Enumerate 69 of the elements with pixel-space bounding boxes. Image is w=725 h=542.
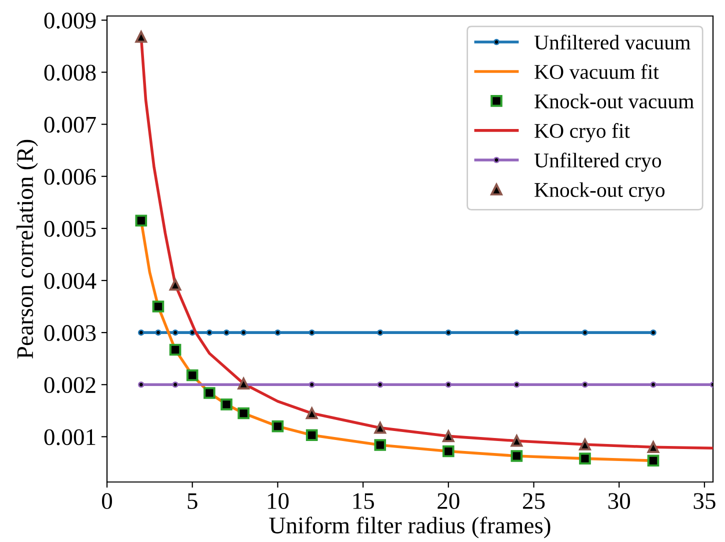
point <box>442 445 454 458</box>
point <box>220 398 232 410</box>
point <box>206 329 213 336</box>
point <box>272 420 284 432</box>
x-tick-label: 30 <box>608 493 630 510</box>
y-tick-label: 0.006 <box>44 168 96 185</box>
point <box>374 422 386 434</box>
point <box>514 329 520 336</box>
point <box>152 300 164 312</box>
point <box>204 387 216 399</box>
point <box>169 344 182 356</box>
x-tick-label: 25 <box>522 493 545 510</box>
x-tick-label: 0 <box>102 493 112 510</box>
x-tick-label: 35 <box>694 493 716 510</box>
y-tick-label: 0.005 <box>44 220 96 237</box>
legend-label: KO cryo fit <box>534 123 630 142</box>
point <box>445 329 452 336</box>
y-tick-label: 0.008 <box>44 64 96 81</box>
point <box>647 441 660 454</box>
y-tick-label: 0.004 <box>44 272 96 290</box>
point <box>582 382 588 388</box>
y-axis-title: Pearson correlation (R) <box>16 140 38 358</box>
legend-label: Unfiltered cryo <box>534 152 662 172</box>
point <box>442 430 454 442</box>
point <box>138 329 144 336</box>
legend-label: Unfiltered vacuum <box>534 34 690 50</box>
point <box>579 452 591 464</box>
point <box>650 329 656 336</box>
y-tick-label: 0.009 <box>44 12 96 29</box>
point <box>510 434 523 447</box>
point <box>514 382 520 388</box>
x-tick-label: 20 <box>438 493 460 510</box>
point <box>647 454 660 467</box>
point <box>274 329 281 336</box>
y-tick-label: 0.003 <box>44 325 96 342</box>
point <box>445 382 452 388</box>
point <box>377 329 384 336</box>
point <box>223 329 230 336</box>
point <box>306 429 318 442</box>
point <box>306 407 318 420</box>
x-tick-label: 5 <box>188 493 198 510</box>
point <box>510 450 523 462</box>
point <box>238 378 250 390</box>
point <box>138 382 144 388</box>
point <box>169 278 182 291</box>
point <box>172 329 178 336</box>
legend-label: Knock-out cryo <box>534 182 665 202</box>
x-axis-title: Uniform filter radius (frames) <box>269 516 550 538</box>
point <box>650 382 656 388</box>
y-tick-label: 0.001 <box>44 429 96 446</box>
point <box>135 30 148 43</box>
point <box>240 329 247 336</box>
point <box>135 214 148 227</box>
x-tick-label: 10 <box>268 493 289 510</box>
point <box>377 382 384 388</box>
point <box>172 382 178 388</box>
legend-label: Knock-out vacuum <box>534 94 694 108</box>
y-tick-label: 0.007 <box>44 116 96 133</box>
point <box>308 329 315 336</box>
y-tick-label: 0.002 <box>44 377 96 394</box>
x-tick-label: 15 <box>353 493 374 510</box>
point <box>308 382 315 388</box>
legend-label: KO vacuum fit <box>534 64 659 79</box>
point <box>374 439 386 451</box>
point <box>186 369 198 382</box>
point <box>238 407 250 420</box>
point <box>582 329 588 336</box>
point <box>155 329 162 336</box>
point <box>579 438 591 450</box>
